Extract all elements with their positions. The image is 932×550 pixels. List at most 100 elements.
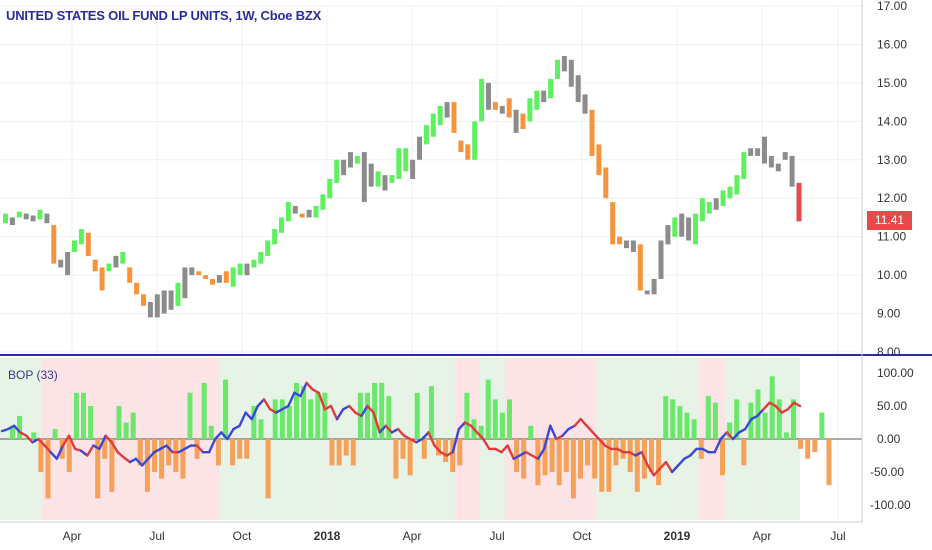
bop-line-segment — [61, 434, 71, 447]
price-bar — [16, 211, 22, 218]
price-bar — [113, 255, 119, 268]
price-bar — [92, 259, 98, 272]
bop-line-segment — [116, 451, 126, 459]
bop-histogram-bar — [563, 439, 569, 472]
price-bar — [534, 90, 540, 110]
bop-line-segment — [676, 457, 686, 467]
bop-line-segment — [220, 431, 229, 441]
bop-line-segment — [549, 424, 558, 441]
price-bar — [258, 252, 264, 264]
bop-histogram-bar — [258, 419, 264, 439]
bop-histogram-bar — [237, 439, 243, 459]
price-bar — [492, 102, 498, 110]
price-bar — [561, 55, 567, 72]
bop-histogram-bar — [45, 439, 51, 499]
time-tick-label: Oct — [233, 529, 252, 543]
price-bar — [768, 155, 774, 168]
bop-histogram-bar — [798, 439, 804, 449]
bop-line-segment — [756, 408, 765, 418]
bop-line-segment — [421, 431, 430, 441]
bop-line-segment — [226, 427, 235, 441]
bop-histogram-bar — [10, 425, 15, 439]
price-tick-label: 12.00 — [877, 191, 907, 205]
bop-line-segment — [238, 411, 247, 427]
bop-histogram-bar — [343, 439, 349, 456]
bop-line-segment — [762, 401, 771, 411]
bop-histogram-bar — [592, 439, 598, 479]
price-bar — [458, 140, 464, 153]
price-bar — [637, 244, 643, 291]
price-bar — [313, 205, 319, 218]
bop-histogram-bar — [556, 439, 562, 486]
bop-line-segment — [713, 437, 723, 454]
bop-histogram-bar — [805, 439, 811, 459]
bop-histogram-bar — [791, 399, 796, 439]
bop-line-segment — [335, 408, 345, 421]
bop-histogram-bar — [599, 439, 605, 492]
price-bar — [368, 163, 374, 187]
bop-line-segment — [585, 424, 595, 434]
bop-tick-label: 100.00 — [877, 366, 914, 380]
bop-histogram-bar — [393, 439, 399, 479]
price-bar — [748, 148, 754, 156]
bop-line-segment — [299, 381, 308, 398]
price-bar — [279, 217, 284, 233]
bop-line-segment — [140, 457, 150, 467]
bop-histogram-bar — [485, 379, 491, 439]
price-tick-label: 15.00 — [877, 76, 907, 90]
price-bar — [720, 190, 726, 206]
bop-histogram-bar — [585, 439, 591, 466]
price-bar — [486, 82, 491, 110]
bop-histogram-bar — [166, 439, 172, 466]
price-tick-label: 8.00 — [877, 345, 901, 359]
bop-histogram-bar — [31, 432, 37, 439]
bop-histogram-bar — [478, 425, 484, 439]
bop-line-segment — [104, 434, 113, 444]
price-bar — [555, 59, 560, 80]
bop-histogram-bar — [24, 439, 30, 440]
bop-line-segment — [500, 444, 509, 454]
bop-line-segment — [792, 401, 802, 408]
bop-histogram-bar — [464, 392, 470, 439]
bop-line-segment — [43, 444, 52, 454]
bop-histogram-bar — [663, 396, 669, 439]
price-bar — [403, 148, 409, 172]
bop-line-segment — [482, 437, 491, 451]
price-bar — [396, 148, 402, 179]
bop-line-segment — [573, 418, 582, 427]
bop-histogram-bar — [123, 422, 129, 439]
price-bar — [354, 155, 360, 164]
bop-histogram-bar — [720, 439, 725, 476]
bop-tick-label: -100.00 — [870, 498, 911, 512]
price-tick-label: 17.00 — [877, 0, 907, 13]
bop-histogram-bar — [350, 439, 356, 466]
price-bar — [727, 186, 733, 199]
bop-line-segment — [433, 444, 442, 454]
bop-line-segment — [25, 434, 34, 444]
price-bar — [196, 271, 202, 276]
bop-histogram-bar — [407, 439, 413, 476]
price-bar — [168, 290, 174, 310]
bop-line-segment — [725, 431, 735, 441]
price-bar — [51, 225, 57, 264]
bop-line-segment — [67, 434, 77, 451]
bop-line-segment — [457, 421, 467, 431]
bop-line-segment — [110, 441, 119, 454]
price-bar — [610, 202, 616, 245]
price-bar — [789, 155, 795, 187]
bop-line-segment — [378, 424, 387, 434]
bop-line-segment — [366, 404, 375, 414]
bop-line-segment — [670, 464, 680, 474]
bop-histogram-bar — [386, 396, 392, 439]
bop-histogram-bar — [727, 422, 733, 439]
bop-line-segment — [165, 444, 174, 454]
bop-line-segment — [86, 444, 95, 457]
price-bar — [306, 209, 312, 218]
time-tick-label: Oct — [573, 529, 592, 543]
price-bar — [223, 271, 229, 283]
bop-histogram-bar — [684, 412, 690, 439]
bop-line-segment — [731, 431, 741, 441]
bop-line-segment — [317, 391, 327, 411]
